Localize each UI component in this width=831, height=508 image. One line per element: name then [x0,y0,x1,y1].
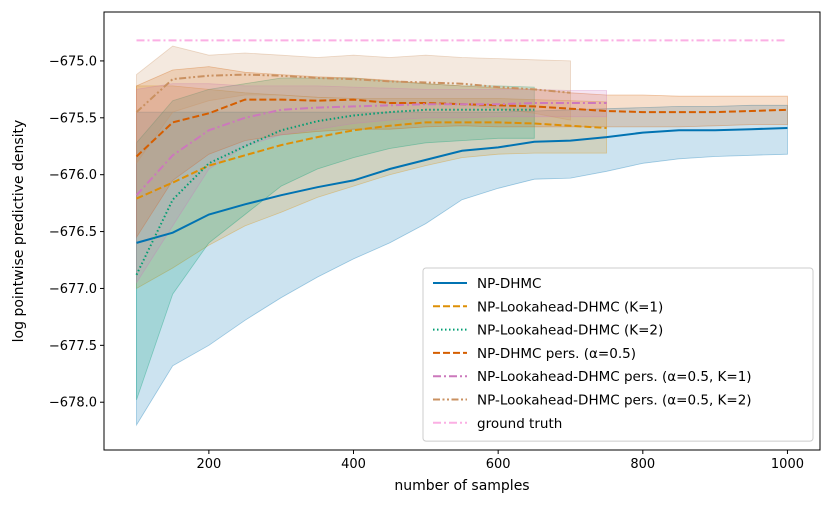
band-np-dhmc-pers-0-5 [136,66,788,239]
x-tick-label: 200 [196,457,221,472]
plot-frame [103,11,821,451]
y-axis-label: log pointwise predictive density [11,120,27,343]
legend-label: NP-Lookahead-DHMC pers. (α=0.5, K=2) [477,393,752,409]
y-tick-label: −675.5 [49,111,97,126]
legend-item: NP-DHMC pers. (α=0.5) [433,346,636,362]
y-tick-label: −678.0 [49,396,97,411]
x-axis: 200 400 600 800 1000 [196,450,804,472]
legend-item: NP-Lookahead-DHMC pers. (α=0.5, K=2) [433,393,752,409]
legend-label: NP-Lookahead-DHMC (K=1) [477,299,663,315]
legend-label: NP-DHMC [477,276,541,292]
legend-item: ground truth [433,416,562,432]
x-tick-label: 1000 [771,457,804,472]
line-np-lookahead-dhmc-pers-0-5-k-1 [135,102,607,196]
y-tick-label: −677.5 [49,339,97,354]
legend-item: NP-DHMC [433,276,541,292]
y-axis: −678.0 −677.5 −677.0 −676.5 −676.0 −675.5 −675… [49,54,104,411]
y-tick-label: −677.0 [49,282,97,297]
legend-item: NP-Lookahead-DHMC (K=1) [433,299,663,315]
y-tick-label: −675.0 [49,54,97,69]
legend-label: NP-Lookahead-DHMC pers. (α=0.5, K=1) [477,369,752,385]
x-tick-label: 600 [486,457,511,472]
legend-label: NP-Lookahead-DHMC (K=2) [477,323,663,339]
legend-label: NP-DHMC pers. (α=0.5) [477,346,636,362]
legend-label: ground truth [477,416,562,432]
y-tick-label: −676.5 [49,225,97,240]
line-np-lookahead-dhmc-k-1 [136,121,607,200]
band-np-lookahead-dhmc-k-2 [136,77,535,401]
x-tick-label: 400 [341,457,366,472]
band-np-lookahead-dhmc-pers-0-5-k-1 [136,83,607,285]
x-axis-label: number of samples [394,478,529,494]
band-np-lookahead-dhmc-k-1 [136,85,607,290]
line-np-dhmc [136,127,788,244]
legend-box [422,267,814,442]
series-lines [135,39,788,276]
legend-item: NP-Lookahead-DHMC pers. (α=0.5, K=1) [433,369,752,385]
y-tick-label: −676.0 [49,168,97,183]
confidence-bands [136,45,788,427]
legend: NP-DHMC NP-Lookahead-DHMC (K=1) NP-Lookahe… [422,267,814,442]
legend-item: NP-Lookahead-DHMC (K=2) [433,323,663,339]
x-tick-label: 800 [630,457,655,472]
line-np-lookahead-dhmc-pers-0-5-k-2 [135,73,571,113]
band-np-dhmc [136,104,788,427]
